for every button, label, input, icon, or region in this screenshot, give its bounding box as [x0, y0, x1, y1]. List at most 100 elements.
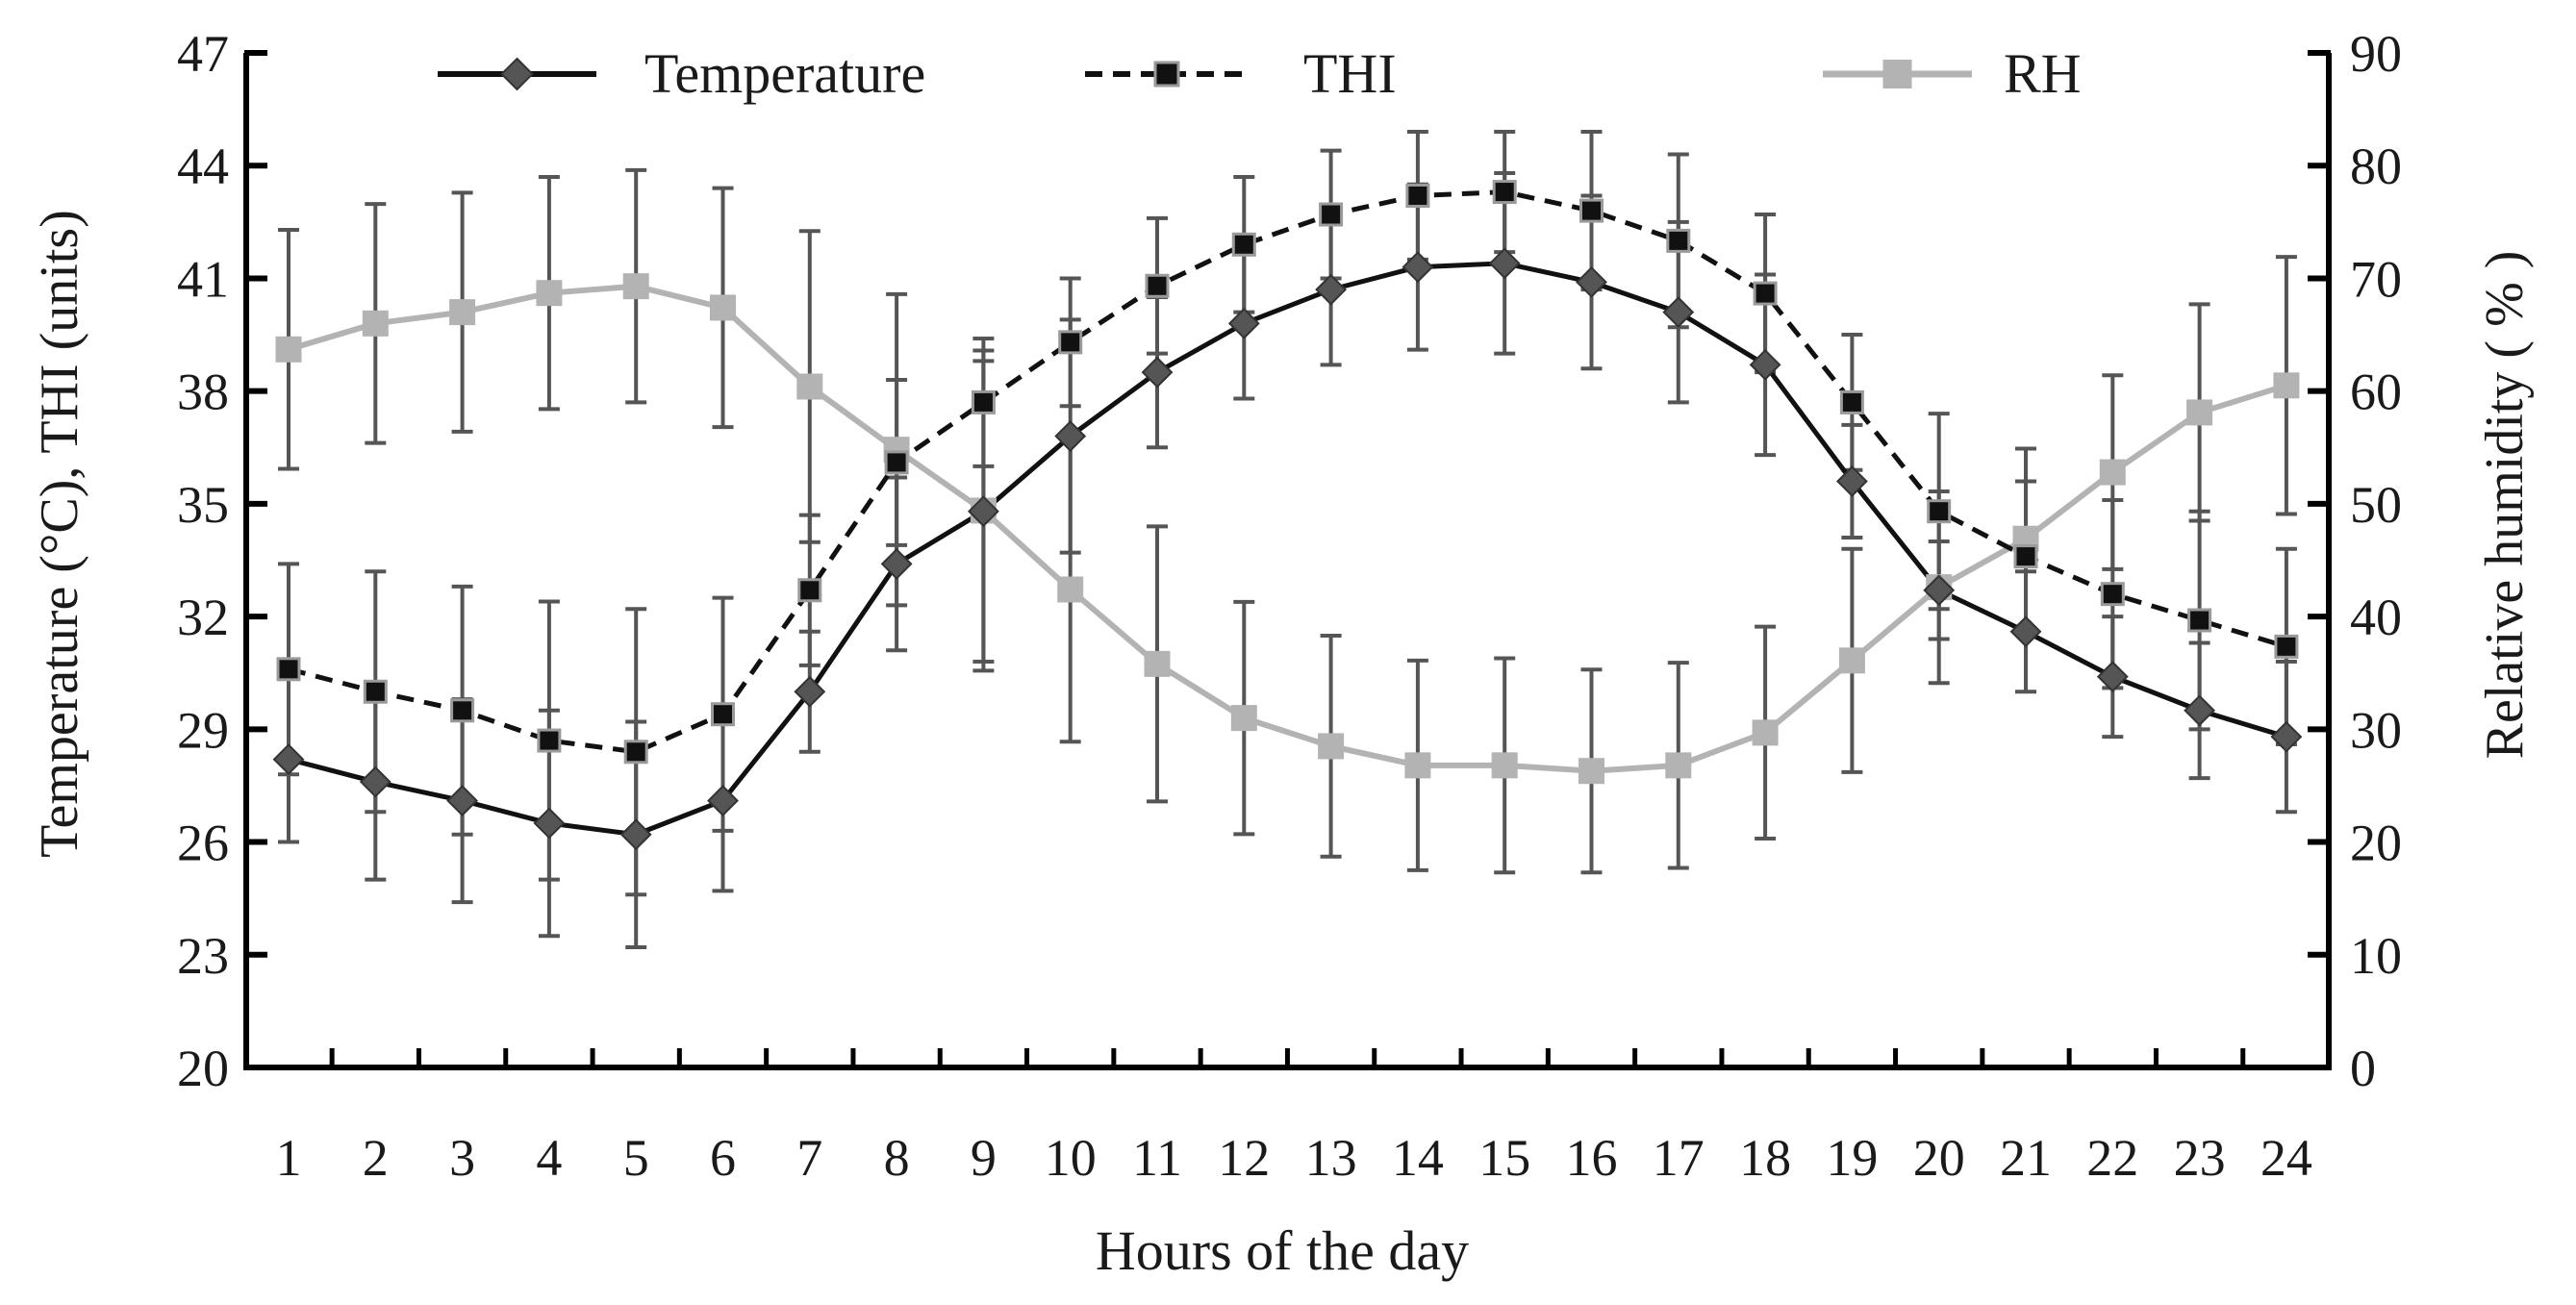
x-tick-label: 7	[796, 1129, 822, 1187]
thi-point	[1839, 389, 1864, 414]
x-tick-label: 20	[1913, 1129, 1965, 1187]
temperature-point	[1923, 574, 1956, 607]
y-right-tick-label: 40	[2350, 589, 2402, 646]
legend-temperature-label: Temperature	[644, 42, 925, 105]
temperature-point	[2270, 720, 2303, 753]
y-right-tick-label: 80	[2350, 138, 2402, 195]
thi-point	[1492, 180, 1517, 205]
x-tick-label: 21	[2000, 1129, 2052, 1187]
y-right-tick-label: 70	[2350, 250, 2402, 308]
y-right-tick-label: 20	[2350, 815, 2402, 872]
temperature-point	[1749, 348, 1781, 381]
y-axis-right-label: Relative humidity ( % )	[2475, 251, 2535, 760]
legend-thi-marker	[1153, 61, 1180, 88]
y-left-tick-label: 44	[177, 138, 229, 195]
x-tick-label: 19	[1826, 1129, 1878, 1187]
y-left-tick-label: 47	[177, 25, 229, 83]
x-tick-label: 2	[363, 1129, 389, 1187]
rh-point	[2099, 459, 2126, 486]
x-axis-label: Hours of the day	[1096, 1219, 1469, 1282]
y-right-tick-label: 0	[2350, 1040, 2376, 1097]
y-left-tick-label: 38	[177, 364, 229, 421]
temperature-point	[1054, 420, 1087, 452]
thi-point	[2274, 634, 2299, 659]
thi-point	[1666, 228, 1691, 253]
rh-line	[288, 283, 2287, 774]
thi-point	[537, 728, 562, 753]
thi-point	[884, 450, 909, 475]
thi-point	[1405, 183, 1430, 208]
x-tick-label: 18	[1739, 1129, 1791, 1187]
rh-point	[1491, 752, 1518, 779]
rh-point	[1752, 719, 1779, 746]
y-right-tick-label: 30	[2350, 701, 2402, 759]
rh-point	[1665, 752, 1692, 779]
x-tick-label: 15	[1478, 1129, 1530, 1187]
thi-point	[623, 740, 648, 765]
y-right-tick-label: 60	[2350, 364, 2402, 421]
rh-point	[1404, 752, 1431, 779]
rh-point	[622, 273, 649, 300]
temperature-point	[1141, 356, 1174, 389]
x-tick-label: 4	[536, 1129, 562, 1187]
thi-point	[450, 698, 475, 723]
x-tick-label: 6	[710, 1129, 736, 1187]
y-axis-left-label: Temperature (°C), THI (units)	[30, 210, 89, 858]
temperature-point	[446, 785, 479, 816]
thi-point	[1927, 499, 1952, 524]
rh-point	[1057, 576, 1084, 603]
rh-point	[1144, 650, 1171, 677]
y-left-tick-label: 23	[177, 927, 229, 985]
legend-temperature-marker	[500, 57, 534, 91]
x-tick-label: 8	[884, 1129, 910, 1187]
thi-point	[1319, 202, 1344, 227]
x-tick-label: 14	[1392, 1129, 1444, 1187]
y-left-tick-label: 32	[177, 589, 229, 646]
rh-point	[2186, 399, 2213, 426]
y-left-tick-label: 41	[177, 250, 229, 308]
x-tick-label: 9	[971, 1129, 997, 1187]
temperature-point	[1835, 465, 1868, 497]
legend-thi-label: THI	[1303, 42, 1397, 105]
rh-point	[1578, 758, 1604, 785]
x-tick-label: 10	[1045, 1129, 1097, 1187]
tick-labels: 2023262932353841444701020304050607080901…	[177, 25, 2402, 1187]
temperature-point	[2096, 661, 2129, 693]
rh-point	[1838, 647, 1865, 674]
legend-rh-label: RH	[2004, 42, 2082, 105]
thi-point	[2013, 544, 2038, 569]
y-right-tick-label: 10	[2350, 927, 2402, 985]
temperature-point	[1402, 251, 1434, 284]
temperature-point	[359, 765, 391, 798]
rh-point	[796, 373, 823, 400]
rh-point	[2273, 372, 2300, 399]
temperature-point	[1227, 307, 1260, 339]
y-left-tick-label: 35	[177, 476, 229, 534]
thi-point	[1579, 198, 1604, 223]
thi-point	[2100, 582, 2125, 607]
thi-point	[797, 578, 822, 603]
x-tick-label: 12	[1218, 1129, 1270, 1187]
x-tick-label: 24	[2260, 1129, 2312, 1187]
temperature-point	[1315, 273, 1348, 306]
temperature-point	[794, 675, 826, 708]
temperature-point	[272, 743, 305, 776]
series-markers	[272, 180, 2303, 851]
temperature-line	[288, 261, 2287, 838]
series-lines	[288, 189, 2287, 838]
y-right-tick-label: 90	[2350, 25, 2402, 83]
rh-point	[536, 280, 563, 307]
x-tick-label: 13	[1305, 1129, 1357, 1187]
x-tick-label: 17	[1653, 1129, 1705, 1187]
rh-point	[362, 310, 389, 337]
temperature-point	[967, 495, 999, 528]
x-tick-label: 1	[276, 1129, 302, 1187]
legend: Temperature THI RH	[438, 42, 2082, 105]
temperature-point	[707, 785, 739, 816]
rh-point	[449, 299, 476, 326]
thi-point	[1058, 330, 1083, 355]
y-left-tick-label: 20	[177, 1040, 229, 1097]
thi-point	[363, 679, 388, 704]
